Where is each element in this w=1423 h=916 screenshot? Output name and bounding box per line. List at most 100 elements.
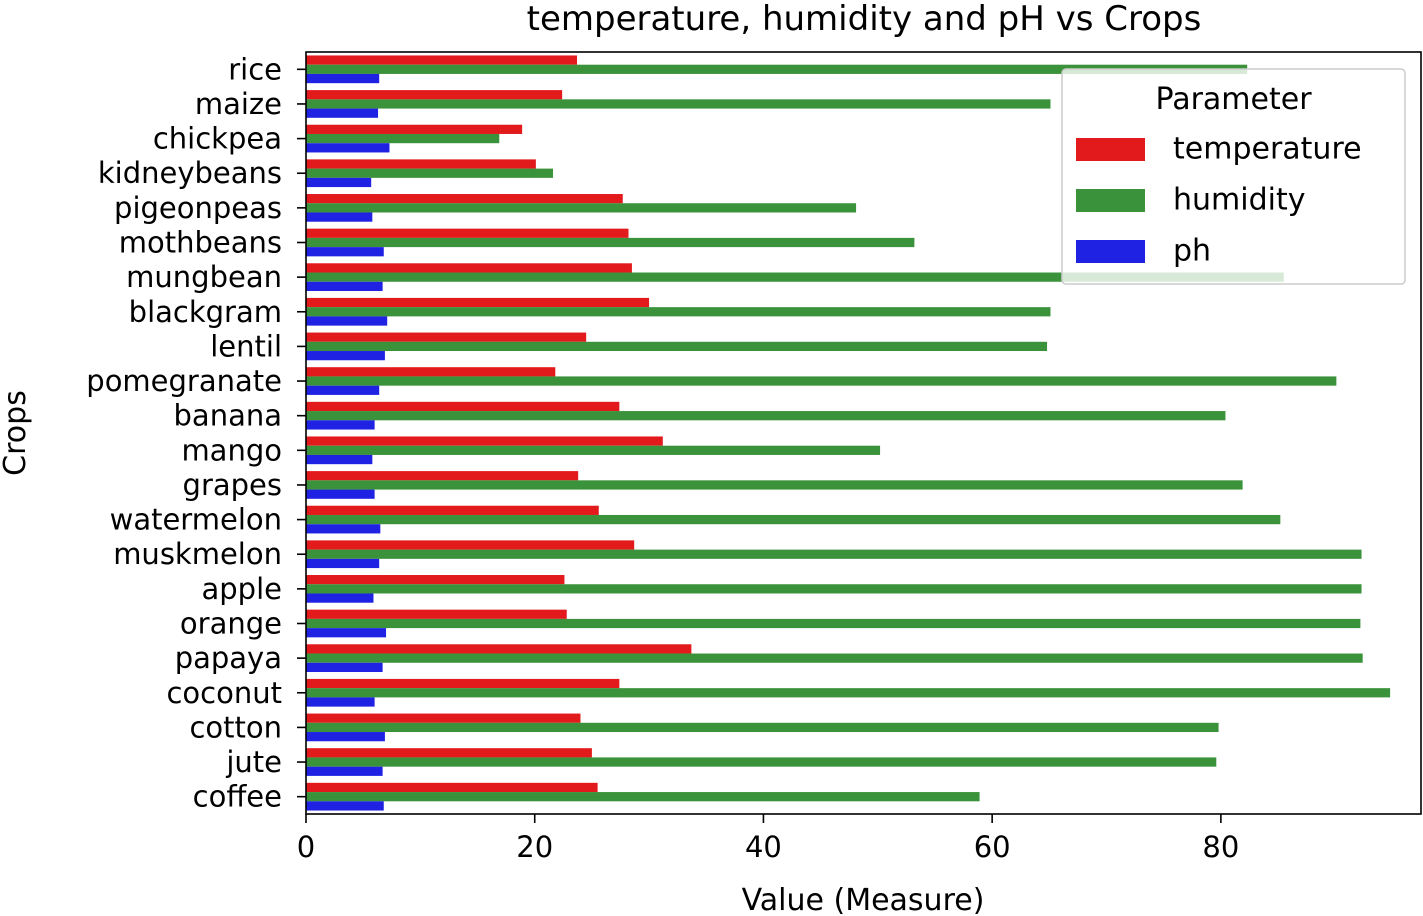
- bar-temperature-mungbean: [306, 263, 632, 273]
- legend: Parameter temperature humidity ph: [1061, 68, 1406, 285]
- bar-temperature-coffee: [306, 782, 598, 793]
- bar-temperature-mango: [306, 436, 663, 446]
- y-tick-label: rice: [228, 52, 282, 86]
- legend-title: Parameter: [1155, 82, 1312, 117]
- y-tick-label: watermelon: [110, 503, 282, 537]
- bar-ph-coconut: [306, 697, 375, 707]
- y-tick-label: papaya: [175, 641, 282, 675]
- x-tick-label: 20: [516, 830, 553, 864]
- bar-ph-mungbean: [306, 281, 383, 291]
- bar-ph-apple: [306, 593, 374, 603]
- bar-ph-mango: [306, 454, 373, 465]
- bar-temperature-kidneybeans: [306, 159, 536, 169]
- bar-humidity-muskmelon: [306, 549, 1362, 559]
- bar-temperature-banana: [306, 401, 620, 412]
- bar-temperature-watermelon: [306, 505, 599, 515]
- y-tick-label: banana: [174, 399, 282, 433]
- y-tick-label: mango: [181, 433, 282, 467]
- bar-humidity-pigeonpeas: [306, 203, 857, 213]
- y-tick-label: blackgram: [129, 295, 282, 329]
- bar-temperature-apple: [306, 575, 565, 585]
- x-tick-label: 0: [297, 830, 315, 864]
- y-tick-label: lentil: [210, 329, 282, 363]
- legend-swatch-humidity: [1076, 189, 1145, 212]
- x-tick-label: 80: [1202, 830, 1239, 864]
- y-axis-label: Crops: [0, 390, 33, 476]
- y-tick-label: grapes: [183, 468, 282, 502]
- bar-temperature-grapes: [306, 471, 579, 481]
- chart-title: temperature, humidity and pH vs Crops: [527, 0, 1202, 39]
- bar-ph-lentil: [306, 351, 385, 361]
- legend-swatch-ph: [1076, 240, 1145, 263]
- bar-humidity-rice: [306, 64, 1248, 74]
- bar-humidity-banana: [306, 411, 1226, 421]
- legend-swatch-temperature: [1076, 138, 1145, 161]
- bar-humidity-watermelon: [306, 514, 1281, 525]
- legend-box: [1061, 68, 1406, 285]
- bar-humidity-mungbean: [306, 272, 1284, 282]
- bar-ph-blackgram: [306, 316, 388, 326]
- y-tick-label: jute: [225, 745, 282, 779]
- bars-group: [306, 55, 1391, 811]
- bar-temperature-chickpea: [306, 124, 523, 134]
- bar-ph-grapes: [306, 489, 375, 499]
- bar-temperature-rice: [306, 55, 578, 65]
- bar-humidity-orange: [306, 618, 1361, 629]
- bar-temperature-blackgram: [306, 297, 650, 308]
- y-tick-label: coconut: [166, 676, 282, 710]
- y-ticks-group: ricemaizechickpeakidneybeanspigeonpeasmo…: [86, 52, 306, 814]
- y-tick-label: orange: [180, 607, 282, 641]
- y-tick-label: maize: [195, 87, 282, 121]
- y-tick-label: mothbeans: [119, 226, 282, 260]
- bar-humidity-coconut: [306, 688, 1391, 698]
- y-tick-label: apple: [202, 572, 283, 606]
- y-tick-label: muskmelon: [113, 537, 282, 571]
- bar-humidity-cotton: [306, 722, 1219, 733]
- legend-label-humidity: humidity: [1173, 183, 1305, 218]
- bar-ph-pomegranate: [306, 385, 380, 395]
- bar-temperature-maize: [306, 90, 563, 100]
- x-tick-label: 60: [974, 830, 1011, 864]
- bar-temperature-papaya: [306, 644, 692, 654]
- bar-humidity-jute: [306, 757, 1217, 767]
- bar-temperature-pomegranate: [306, 367, 556, 377]
- legend-label-temperature: temperature: [1173, 132, 1362, 167]
- bar-ph-pigeonpeas: [306, 212, 373, 222]
- bar-temperature-pigeonpeas: [306, 194, 623, 204]
- bar-temperature-coconut: [306, 678, 620, 689]
- bar-temperature-lentil: [306, 332, 587, 342]
- bar-temperature-muskmelon: [306, 540, 635, 550]
- bar-humidity-lentil: [306, 341, 1048, 352]
- bar-humidity-pomegranate: [306, 376, 1337, 386]
- bar-ph-chickpea: [306, 143, 390, 153]
- y-tick-label: pomegranate: [86, 364, 282, 398]
- y-tick-label: kidneybeans: [98, 156, 282, 190]
- bar-ph-banana: [306, 420, 375, 430]
- bar-ph-muskmelon: [306, 558, 380, 569]
- y-tick-label: coffee: [193, 780, 282, 814]
- legend-label-ph: ph: [1173, 234, 1211, 269]
- bar-temperature-cotton: [306, 713, 581, 723]
- bar-ph-coffee: [306, 801, 384, 811]
- bar-humidity-apple: [306, 584, 1362, 594]
- bar-ph-kidneybeans: [306, 177, 372, 188]
- bar-humidity-papaya: [306, 653, 1363, 663]
- x-axis-label: Value (Measure): [742, 883, 985, 916]
- bar-ph-papaya: [306, 662, 383, 672]
- bar-ph-cotton: [306, 732, 385, 742]
- bar-ph-mothbeans: [306, 247, 384, 257]
- x-ticks-group: 0 20 40 60 80: [297, 814, 1239, 864]
- bar-ph-jute: [306, 766, 383, 776]
- bar-humidity-coffee: [306, 792, 980, 802]
- plot-frame: [305, 51, 1422, 815]
- bar-humidity-chickpea: [306, 133, 500, 144]
- bar-ph-orange: [306, 628, 387, 638]
- y-tick-label: pigeonpeas: [114, 191, 282, 225]
- bar-ph-maize: [306, 108, 379, 118]
- bar-temperature-orange: [306, 609, 567, 619]
- y-tick-label: chickpea: [153, 122, 282, 156]
- bar-humidity-maize: [306, 99, 1051, 109]
- bar-humidity-grapes: [306, 480, 1243, 490]
- bar-ph-rice: [306, 73, 380, 84]
